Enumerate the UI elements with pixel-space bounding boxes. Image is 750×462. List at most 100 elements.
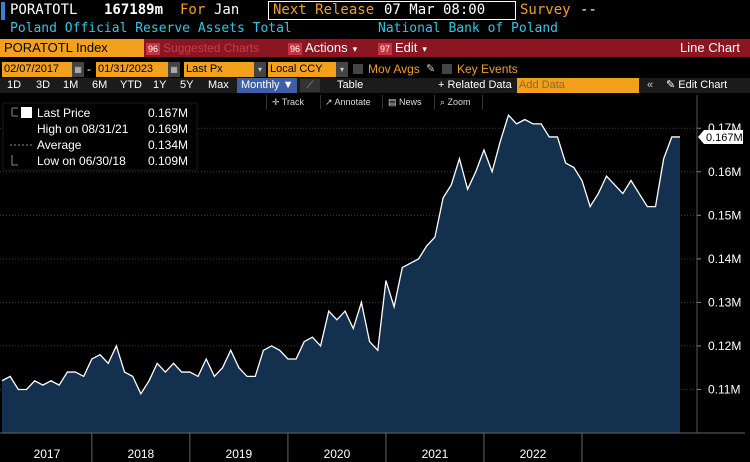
track-label: Track [281, 97, 305, 107]
chevron-down-icon[interactable]: ▾ [254, 62, 266, 77]
legend-average-label: Average [37, 138, 82, 152]
legend-last-price-value: 0.167M [148, 106, 188, 120]
x-axis: 2017 2018 2019 2020 2021 2022 [0, 432, 750, 462]
period-6m[interactable]: 6M [92, 79, 108, 91]
main-toolbar: PORATOTL Index 96 Suggested Charts 96 Acti… [0, 39, 750, 57]
calendar-icon[interactable]: ▦ [72, 62, 84, 77]
header-marker [1, 2, 5, 20]
legend-high-label: High on 08/31/21 [37, 122, 129, 136]
track-button[interactable]: ✛ Track [272, 95, 304, 109]
edit-menu[interactable]: 97 Edit ▾ [378, 39, 427, 58]
period-bar: 1D 3D 1M 6M YTD 1Y 5Y Max Monthly ▼ ⟋ Ta… [0, 78, 750, 93]
divider [382, 95, 383, 109]
y-tick-label: 0.11M [708, 382, 740, 396]
pencil-icon: ✎ [666, 79, 679, 91]
x-tick-label: 2020 [324, 447, 351, 461]
actions-menu[interactable]: 96 Actions ▾ [288, 39, 357, 58]
key-events-checkbox[interactable] [442, 64, 452, 74]
chevrons-left-icon[interactable]: « [647, 79, 654, 91]
date-separator: - [87, 62, 91, 76]
series-area-fill [2, 115, 680, 433]
frequency-label: Monthly [241, 79, 280, 91]
period-1m[interactable]: 1M [63, 79, 79, 91]
annotate-label: Annotate [334, 97, 371, 107]
end-date-field[interactable]: 01/31/2023 [96, 62, 168, 77]
price-type-select[interactable]: Last Px [184, 62, 254, 77]
high-marker-icon [11, 107, 18, 117]
for-label: For [180, 2, 206, 18]
actions-code: 96 [288, 43, 303, 55]
zoom-label: Zoom [447, 97, 471, 107]
series-line [1, 113, 680, 396]
divider [320, 95, 321, 109]
x-tick-label: 2021 [422, 447, 449, 461]
mov-avgs-label: Mov Avgs [368, 62, 420, 76]
period-ytd[interactable]: YTD [120, 79, 142, 91]
calendar-icon[interactable]: ▦ [168, 62, 180, 77]
y-tick-label: 0.14M [708, 252, 741, 266]
x-tick-label: 2017 [34, 447, 61, 461]
chart-style-icon[interactable]: ⟋ [300, 79, 320, 92]
current-value: 167189m [104, 2, 164, 18]
chevron-down-icon: ▾ [352, 44, 358, 54]
table-button[interactable]: Table [337, 79, 364, 91]
last-value-label: 0.167M [706, 132, 743, 144]
currency-select[interactable]: Local CCY [268, 62, 336, 77]
edit-chart-button[interactable]: ✎ Edit Chart [666, 78, 727, 93]
actions-label: Actions [305, 40, 348, 55]
edit-label: Edit [395, 40, 418, 55]
next-release-box[interactable]: Next Release 07 Mar 08:00 [268, 1, 516, 20]
index-field[interactable]: PORATOTL Index [0, 39, 144, 57]
y-tick-label: 0.15M [708, 208, 741, 222]
related-data-button[interactable]: + Related Data [438, 78, 512, 93]
chevron-down-icon[interactable]: ▾ [336, 62, 348, 77]
mov-avgs-checkbox[interactable] [353, 64, 363, 74]
legend-high-value: 0.169M [148, 122, 188, 136]
divider [434, 95, 435, 109]
period-5y[interactable]: 5Y [180, 79, 194, 91]
edit-chart-label: Edit Chart [678, 79, 728, 91]
x-tick-label: 2019 [226, 447, 253, 461]
zoom-icon: ⌕ [440, 97, 448, 107]
legend-last-price-label: Last Price [37, 106, 91, 120]
date-controls: 02/07/2017 ▦ - 01/31/2023 ▦ Last Px ▾ Lo… [0, 62, 750, 77]
period-3d[interactable]: 3D [36, 79, 51, 91]
last-value-tag [698, 129, 743, 144]
legend: Last Price 0.167M High on 08/31/21 0.169… [2, 102, 198, 171]
x-tick-label: 2022 [520, 447, 547, 461]
add-data-input[interactable]: Add Data [517, 78, 639, 93]
news-label: News [399, 97, 422, 107]
frequency-select[interactable]: Monthly ▼ [237, 78, 297, 93]
chart-tools: ✛ Track ↗ Annotate ▤ News ⌕ Zoom [0, 95, 750, 109]
suggested-charts-button[interactable]: 96 Suggested Charts [146, 40, 259, 56]
chevron-down-icon: ▼ [282, 79, 294, 91]
legend-low-value: 0.109M [148, 154, 188, 168]
plus-icon: + [438, 79, 448, 91]
zoom-button[interactable]: ⌕ Zoom [440, 95, 471, 109]
survey-label: Survey [520, 2, 571, 18]
security-header: PORATOTL 167189m For Jan Next Release 07… [0, 0, 750, 22]
news-button[interactable]: ▤ News [388, 95, 422, 109]
legend-box [2, 102, 198, 171]
pencil-icon[interactable]: ✎ [426, 63, 436, 75]
period-1y[interactable]: 1Y [153, 79, 167, 91]
y-tick-label: 0.16M [708, 165, 741, 179]
x-axis-band [0, 433, 750, 462]
annotate-button[interactable]: ↗ Annotate [325, 95, 371, 109]
period-1d[interactable]: 1D [7, 79, 22, 91]
chevron-down-icon: ▾ [422, 44, 427, 54]
security-name: Poland Official Reserve Assets Total [10, 21, 292, 36]
suggested-label: Suggested Charts [163, 41, 260, 55]
ticker: PORATOTL [10, 2, 78, 18]
key-events-label: Key Events [457, 62, 518, 76]
security-source: National Bank of Poland [378, 21, 559, 36]
edit-code: 97 [378, 43, 393, 55]
series-area [1, 113, 680, 433]
y-tick-label: 0.12M [708, 339, 741, 353]
divider [482, 95, 483, 109]
next-release-value: 07 Mar 08:00 [384, 2, 486, 18]
start-date-field[interactable]: 02/07/2017 [2, 62, 72, 77]
divider [266, 95, 267, 109]
period-max[interactable]: Max [208, 79, 229, 91]
